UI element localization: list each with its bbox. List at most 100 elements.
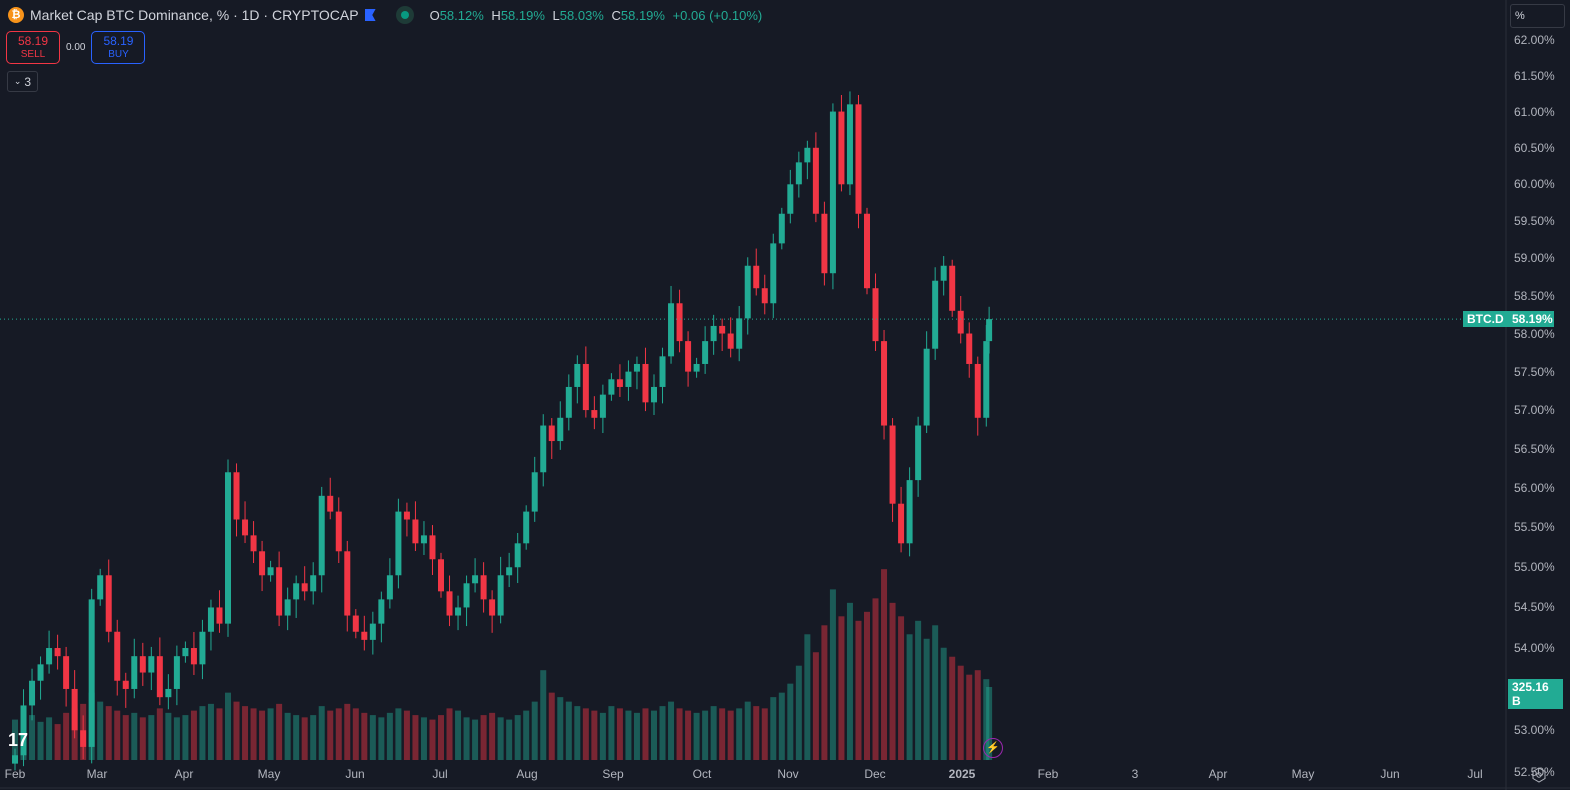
- volume-bar: [395, 708, 402, 760]
- volume-bar: [906, 634, 913, 760]
- candle-series: [12, 91, 993, 771]
- candle: [301, 583, 308, 592]
- volume-bar: [122, 715, 129, 760]
- candle: [165, 688, 172, 698]
- candle: [966, 333, 973, 364]
- candle: [182, 648, 189, 657]
- volume-bar: [216, 708, 223, 760]
- time-tick-label: Apr: [1208, 767, 1228, 781]
- volume-bar: [625, 710, 632, 760]
- time-tick-label: Apr: [174, 767, 194, 781]
- candle: [565, 386, 572, 418]
- tradingview-logo[interactable]: 17: [8, 730, 29, 750]
- lightning-icon[interactable]: ⚡: [983, 738, 1003, 758]
- candle: [80, 730, 87, 747]
- candle: [855, 104, 862, 214]
- candle: [540, 425, 547, 473]
- volume-bar: [736, 708, 743, 760]
- candle: [864, 213, 870, 289]
- volume-tag: 325.16 B: [1508, 679, 1563, 709]
- volume-bar: [259, 710, 266, 760]
- candle: [685, 341, 692, 372]
- indicators-toggle-button[interactable]: ⌄ 3: [7, 71, 38, 92]
- volume-bar: [744, 701, 751, 760]
- time-tick-label: Feb: [1037, 767, 1059, 781]
- legend: ₿ Market Cap BTC Dominance, % · 1D · CRY…: [8, 6, 766, 24]
- candle: [63, 656, 70, 689]
- buy-button[interactable]: 58.19 BUY: [91, 31, 146, 64]
- candle: [599, 394, 606, 418]
- candle: [949, 265, 956, 311]
- candle: [71, 688, 78, 731]
- volume-bar: [986, 687, 993, 760]
- candle: [753, 265, 760, 289]
- candle: [190, 648, 197, 665]
- settings-icon[interactable]: [1531, 767, 1547, 783]
- volume-bar: [651, 710, 657, 760]
- volume-bar: [438, 715, 444, 760]
- candle: [352, 615, 359, 632]
- volume-bar: [173, 717, 180, 760]
- symbol-tag: BTC.D: [1463, 311, 1508, 328]
- volume-bar: [838, 616, 845, 760]
- candle: [548, 425, 555, 442]
- time-tick-label: Oct: [692, 767, 712, 781]
- flag-icon[interactable]: [364, 9, 376, 21]
- spread: 0.00: [66, 42, 86, 53]
- candle: [97, 575, 104, 600]
- time-tick-label: Nov: [777, 767, 799, 781]
- candle: [932, 280, 939, 349]
- candle: [429, 535, 436, 560]
- candle: [420, 535, 427, 544]
- candle: [974, 363, 981, 418]
- price-tick-label: 53.00%: [1514, 723, 1555, 738]
- candle: [105, 575, 112, 632]
- candle: [276, 567, 283, 616]
- candle: [267, 567, 274, 576]
- symbol-title[interactable]: Market Cap BTC Dominance, % · 1D · CRYPT…: [30, 7, 359, 23]
- candle: [386, 575, 393, 600]
- candle: [795, 162, 802, 185]
- sell-button[interactable]: 58.19 SELL: [6, 31, 60, 64]
- volume-bar: [182, 715, 189, 760]
- volume-bar: [702, 710, 709, 760]
- volume-bar: [591, 710, 598, 760]
- volume-bar: [778, 692, 785, 760]
- scale-mode-button[interactable]: %: [1510, 4, 1565, 28]
- candle: [225, 472, 231, 624]
- candle: [659, 356, 666, 387]
- bitcoin-icon: ₿: [8, 7, 24, 23]
- volume-bar: [898, 616, 905, 760]
- volume-bar: [250, 708, 257, 760]
- candle: [259, 551, 266, 576]
- volume-bar: [685, 710, 692, 760]
- price-tick-label: 61.50%: [1514, 68, 1555, 83]
- candle: [207, 607, 214, 632]
- candle: [821, 213, 828, 274]
- time-tick-label: Jun: [345, 767, 365, 781]
- volume-bar: [940, 647, 947, 760]
- volume-bar: [540, 670, 547, 760]
- volume-bar: [199, 706, 206, 760]
- volume-bar: [472, 719, 479, 760]
- volume-bar: [872, 598, 879, 760]
- volume-bar: [548, 692, 555, 760]
- price-tick-label: 60.50%: [1514, 140, 1555, 155]
- candle: [778, 213, 785, 244]
- volume-bar: [455, 710, 462, 760]
- volume-bar: [710, 706, 717, 760]
- volume-bar: [727, 710, 734, 760]
- price-tick-label: 55.50%: [1514, 520, 1555, 535]
- price-tick-label: 59.50%: [1514, 214, 1555, 229]
- candle: [846, 104, 853, 185]
- volume-bar: [344, 703, 351, 760]
- volume-bar: [361, 712, 368, 760]
- candle: [506, 567, 513, 576]
- candle: [736, 318, 743, 349]
- time-tick-label: May: [1291, 767, 1315, 781]
- candle: [838, 111, 845, 185]
- market-status-icon[interactable]: [395, 6, 414, 24]
- price-tick-label: 59.00%: [1514, 251, 1555, 266]
- candle: [318, 495, 325, 576]
